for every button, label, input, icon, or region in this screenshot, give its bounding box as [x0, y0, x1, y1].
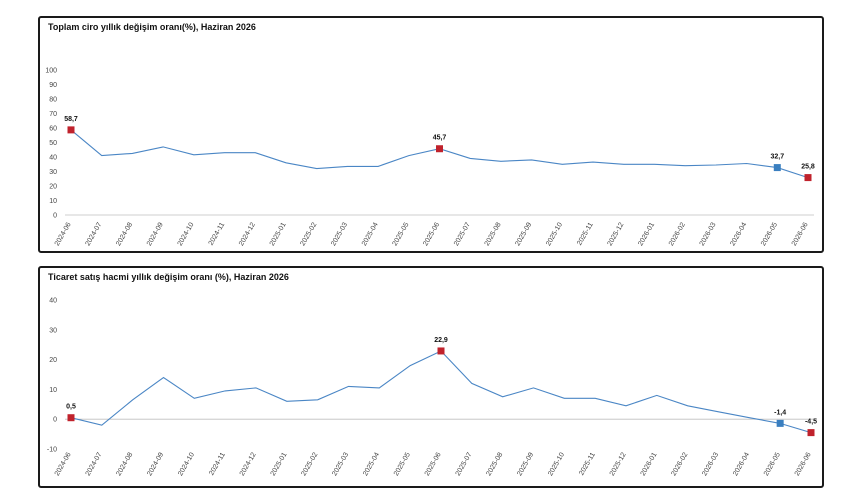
x-tick-label: 2025-06	[424, 451, 443, 477]
data-label: -4,5	[805, 419, 817, 426]
highlight-marker	[804, 174, 812, 182]
data-label: 22,9	[434, 337, 448, 344]
y-tick-label: 100	[45, 68, 57, 75]
x-tick-label: 2025-02	[300, 451, 319, 477]
x-tick-label: 2024-10	[177, 221, 196, 247]
x-tick-label: 2026-04	[729, 221, 748, 247]
x-tick-label: 2025-06	[422, 221, 441, 247]
y-tick-label: 0	[53, 213, 57, 220]
x-tick-label: 2025-09	[514, 221, 533, 247]
y-tick-label: 30	[49, 169, 57, 176]
y-tick-label: 20	[49, 357, 57, 364]
y-tick-label: 70	[49, 111, 57, 118]
y-tick-label: 40	[49, 155, 57, 162]
x-tick-label: 2025-04	[362, 451, 381, 477]
highlight-marker	[436, 145, 443, 153]
data-label: 25,8	[801, 164, 815, 171]
x-tick-label: 2026-04	[732, 451, 751, 477]
y-tick-label: 10	[49, 198, 57, 205]
x-tick-label: 2025-08	[485, 451, 504, 477]
x-tick-label: 2024-06	[54, 221, 73, 247]
highlight-marker	[773, 164, 781, 172]
chart-title: Ticaret satış hacmi yıllık değişim oranı…	[48, 272, 289, 282]
y-tick-label: 60	[49, 126, 57, 133]
data-label: 0,5	[66, 404, 76, 411]
x-tick-label: 2026-03	[701, 451, 720, 477]
x-tick-label: 2025-10	[545, 221, 564, 247]
x-tick-label: 2025-02	[299, 221, 318, 247]
series-line	[70, 350, 812, 434]
x-tick-label: 2025-11	[576, 221, 595, 246]
x-tick-label: 2025-11	[578, 451, 597, 476]
x-tick-label: 2024-09	[146, 221, 165, 247]
x-tick-label: 2024-06	[54, 451, 73, 477]
y-tick-label: 30	[49, 327, 57, 334]
data-label: 58,7	[64, 116, 78, 123]
x-tick-label: 2025-05	[393, 451, 412, 477]
x-tick-label: 2025-03	[330, 221, 349, 247]
x-tick-label: 2026-01	[637, 221, 656, 247]
y-tick-label: -10	[47, 447, 57, 454]
x-tick-label: 2024-12	[239, 451, 258, 477]
x-tick-label: 2026-01	[640, 451, 659, 477]
x-tick-label: 2025-07	[455, 451, 474, 477]
x-tick-label: 2025-12	[609, 451, 628, 477]
chart-ciro-svg: 0 10 20 30 40 50 60 70 80 90 100 2024-06 2024-07 2024…	[45, 68, 815, 248]
highlight-marker	[67, 414, 75, 422]
highlight-marker	[807, 429, 815, 437]
x-tick-label: 2024-07	[85, 221, 104, 247]
x-tick-label: 2025-09	[516, 451, 535, 477]
x-tick-label: 2025-05	[392, 221, 411, 247]
x-tick-label: 2026-02	[670, 451, 689, 477]
x-tick-label: 2025-07	[453, 221, 472, 247]
data-label: 45,7	[433, 135, 447, 142]
x-tick-label: 2026-06	[791, 221, 810, 247]
x-tick-label: 2024-12	[238, 221, 257, 247]
x-tick-label: 2025-08	[484, 221, 503, 247]
x-tick-label: 2026-05	[760, 221, 779, 247]
chart-hacim-svg: -10 0 10 20 30 40 2024-06 2024-07 2024-08 2024-09…	[47, 298, 817, 478]
x-tick-label: 2024-11	[208, 221, 227, 246]
x-tick-label: 2025-03	[331, 451, 350, 477]
x-tick-label: 2024-08	[115, 221, 134, 247]
x-tick-label: 2024-09	[146, 451, 165, 477]
y-tick-label: 90	[49, 82, 57, 89]
x-tick-label: 2024-07	[85, 451, 104, 477]
x-tick-label: 2025-04	[361, 221, 380, 247]
chart-panel-hacim: Ticaret satış hacmi yıllık değişim oranı…	[38, 266, 824, 488]
highlight-marker	[776, 419, 784, 427]
highlight-marker	[67, 126, 75, 134]
x-tick-label: 2024-11	[208, 451, 227, 476]
y-tick-label: 0	[53, 417, 57, 424]
chart-title: Toplam ciro yıllık değişim oranı(%), Haz…	[48, 22, 256, 32]
y-tick-label: 40	[49, 298, 57, 305]
x-tick-label: 2025-01	[269, 221, 288, 247]
x-tick-label: 2024-10	[177, 451, 196, 477]
x-tick-label: 2026-05	[763, 451, 782, 477]
x-tick-label: 2025-01	[270, 451, 289, 477]
y-tick-label: 80	[49, 97, 57, 104]
data-label: -1,4	[774, 409, 786, 416]
y-tick-label: 10	[49, 387, 57, 394]
x-tick-label: 2026-03	[699, 221, 718, 247]
chart-panel-ciro: Toplam ciro yıllık değişim oranı(%), Haz…	[38, 16, 824, 253]
y-tick-label: 20	[49, 184, 57, 191]
data-label: 32,7	[770, 154, 784, 161]
x-tick-label: 2026-06	[794, 451, 813, 477]
x-tick-label: 2026-02	[668, 221, 687, 247]
x-tick-label: 2025-10	[547, 451, 566, 477]
y-tick-label: 50	[49, 140, 57, 147]
x-tick-label: 2025-12	[607, 221, 626, 247]
highlight-marker	[437, 347, 445, 355]
x-tick-label: 2024-08	[115, 451, 134, 477]
